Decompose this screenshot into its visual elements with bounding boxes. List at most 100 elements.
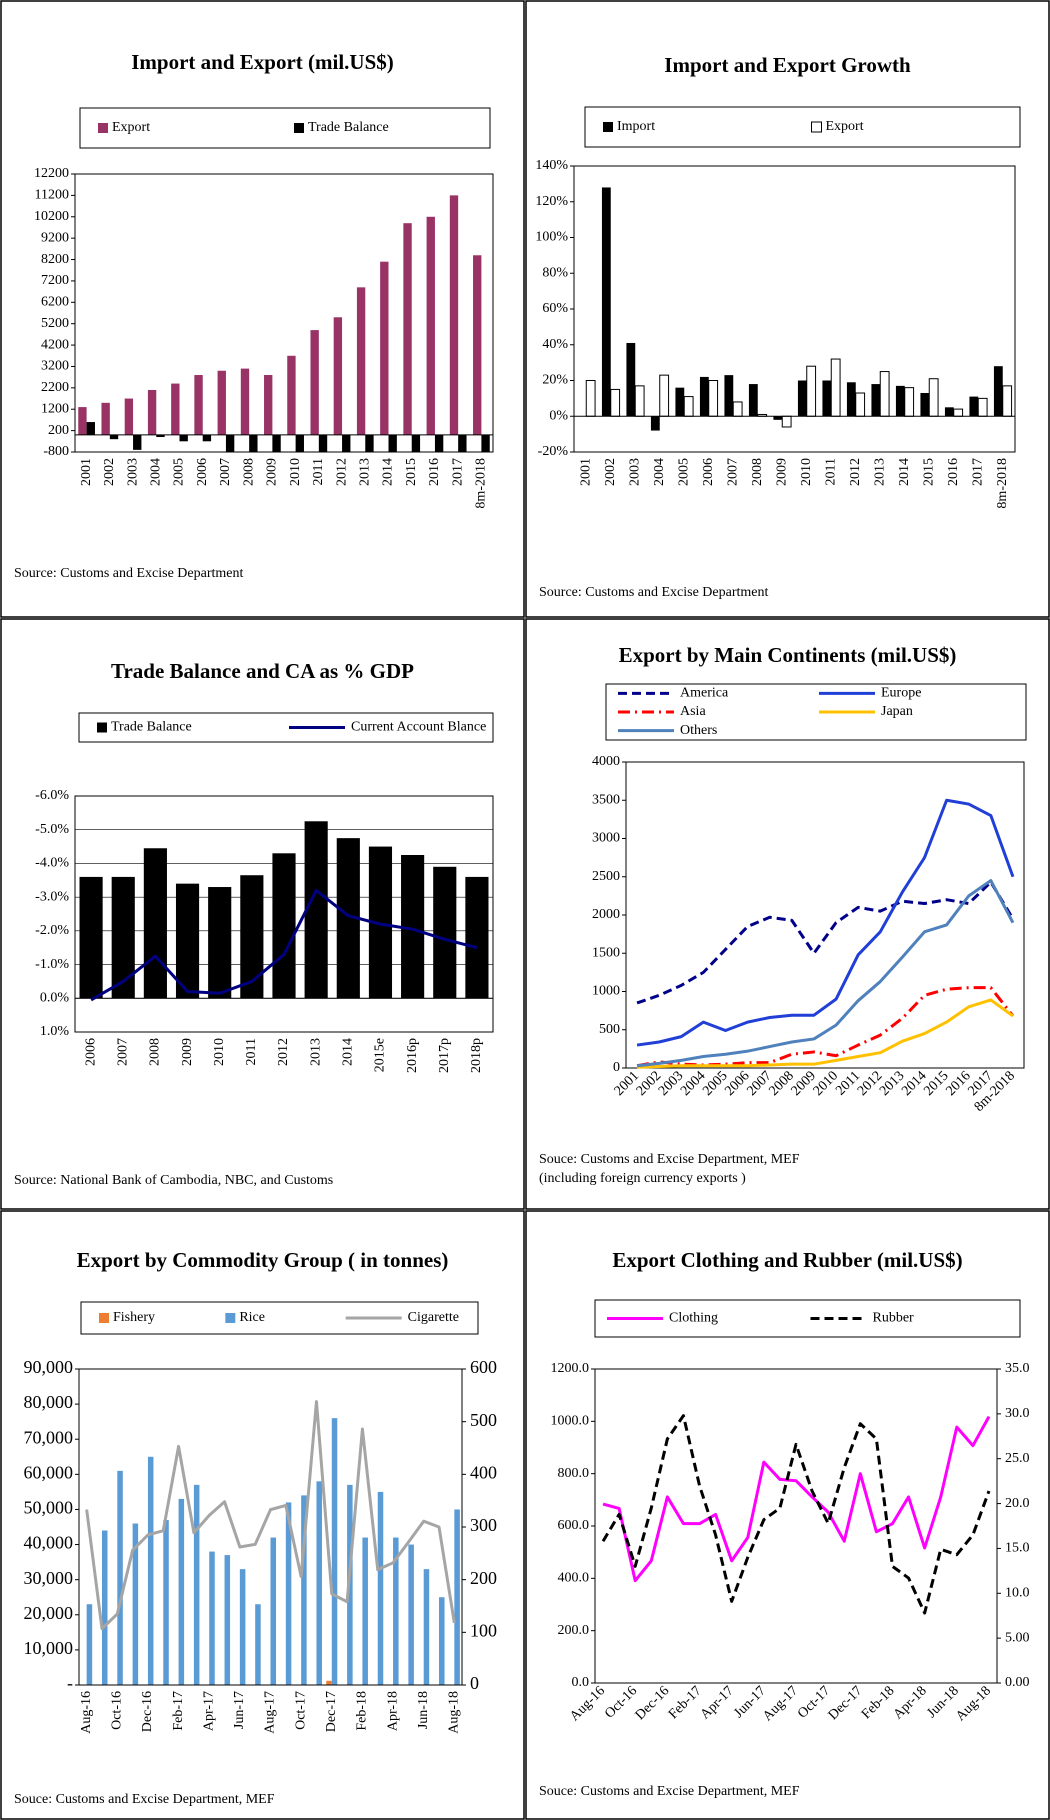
y2-tick-label: 400 <box>470 1462 497 1482</box>
bar <box>465 876 489 999</box>
bar <box>724 375 734 417</box>
bar <box>481 434 490 452</box>
x-tick-label: Aug-17 <box>263 1691 278 1734</box>
bar <box>423 1569 430 1685</box>
bar <box>326 1680 332 1685</box>
x-tick-label: Dec-16 <box>140 1691 155 1732</box>
bar <box>393 1537 399 1685</box>
y-tick-label: 200.0 <box>558 1623 590 1638</box>
bar <box>147 1456 154 1685</box>
x-tick-label: 8m-2018 <box>995 458 1010 509</box>
x-tick-label: 2001 <box>578 458 593 486</box>
y-tick-label: 12200 <box>34 166 69 181</box>
x-tick-label: 2017 <box>970 458 985 486</box>
plot-area <box>74 173 494 453</box>
legend-label: Trade Balance <box>111 720 192 735</box>
y-tick-label: 11200 <box>35 188 69 203</box>
bar <box>304 821 328 999</box>
chart-panel: Import and Export (mil.US$)-800200120022… <box>0 0 525 618</box>
x-tick-label: 2014 <box>381 458 396 486</box>
y-tick-label: 1000.0 <box>551 1414 590 1429</box>
bar <box>179 434 188 442</box>
source-note: Souce: Customs and Excise Department, ME… <box>539 1784 800 1799</box>
x-tick-label: 2012 <box>848 458 863 486</box>
bar <box>163 1519 169 1685</box>
bar <box>977 397 988 417</box>
bar <box>224 1555 231 1685</box>
bar <box>124 398 134 435</box>
bar <box>342 434 351 452</box>
y-tick-label: 40% <box>542 337 568 352</box>
bar <box>79 876 103 999</box>
y-tick-label: 1200.0 <box>551 1361 590 1376</box>
x-tick-label: Aug-17 <box>760 1683 801 1724</box>
y-tick-label: 800.0 <box>558 1466 590 1481</box>
x-tick-label: 2002 <box>603 458 618 486</box>
bar <box>610 388 621 417</box>
source-note: Source: Customs and Excise Department <box>14 566 244 581</box>
x-tick-label: 2006 <box>701 458 716 486</box>
bar <box>202 434 212 442</box>
x-tick-label: Aug-16 <box>79 1691 94 1734</box>
bar <box>362 1537 368 1685</box>
x-tick-label: 2008 <box>241 458 256 486</box>
bar <box>101 1530 108 1685</box>
x-tick-label: 2004 <box>148 458 163 486</box>
x-tick-label: 2018p <box>469 1038 484 1073</box>
bar <box>109 434 119 440</box>
y-tick-label: 1.0% <box>40 1024 70 1039</box>
bar <box>111 876 135 999</box>
bar <box>310 330 319 435</box>
x-tick-label: 2012 <box>334 458 349 486</box>
legend-label: Import <box>617 119 655 134</box>
y-tick-label: 100% <box>535 230 568 245</box>
y2-tick-label: 10.0 <box>1005 1586 1030 1601</box>
bar <box>822 380 832 417</box>
x-tick-label: 2009 <box>265 458 280 486</box>
y-tick-label: 4200 <box>41 337 69 352</box>
y2-tick-label: 0.00 <box>1005 1675 1030 1690</box>
bar <box>920 393 930 417</box>
bar <box>904 387 915 417</box>
x-tick-label: Dec-17 <box>826 1683 866 1723</box>
bar <box>781 415 792 428</box>
y-tick-label: 9200 <box>41 230 69 245</box>
line-series <box>636 879 1015 1068</box>
chart-title: Export by Commodity Group ( in tonnes) <box>77 1248 449 1272</box>
y2-tick-label: 500 <box>470 1410 497 1430</box>
x-tick-label: 2015e <box>373 1038 388 1072</box>
bar <box>239 1569 246 1685</box>
bar <box>240 875 264 999</box>
bar <box>683 396 694 417</box>
panel-border <box>0 618 525 1210</box>
bar <box>143 848 167 999</box>
legend-box <box>78 712 494 743</box>
y-tick-label: 1200 <box>41 401 69 416</box>
bar <box>408 1544 414 1685</box>
bar <box>272 434 281 452</box>
x-tick-label: 2016p <box>405 1038 420 1073</box>
chart-panel: Export Clothing and Rubber (mil.US$) 0.0 2… <box>525 1210 1050 1820</box>
legend-label: Trade Balance <box>308 120 389 135</box>
bar <box>426 216 435 435</box>
bar <box>855 392 866 417</box>
legend-label: Clothing <box>669 1311 718 1326</box>
legend-box <box>584 106 1021 148</box>
x-tick-label: Feb-17 <box>666 1683 705 1722</box>
y-tick-label: 400.0 <box>558 1571 590 1586</box>
y-tick-label: 3000 <box>592 831 620 846</box>
legend-label: Export <box>112 120 150 135</box>
y-tick-label: 6200 <box>41 295 69 310</box>
bar <box>846 382 856 417</box>
bar <box>675 387 685 417</box>
y2-tick-label: 35.0 <box>1005 1361 1030 1376</box>
legend-label: Fishery <box>113 1310 155 1325</box>
y2-tick-label: 100 <box>470 1620 497 1640</box>
x-tick-label: 2014 <box>897 458 912 486</box>
bar <box>78 407 87 435</box>
bar <box>473 255 482 435</box>
y-tick-label: 120% <box>535 194 568 209</box>
y-tick-label: 0.0% <box>40 991 70 1006</box>
bar <box>953 408 964 417</box>
plot-area <box>594 1368 998 1684</box>
